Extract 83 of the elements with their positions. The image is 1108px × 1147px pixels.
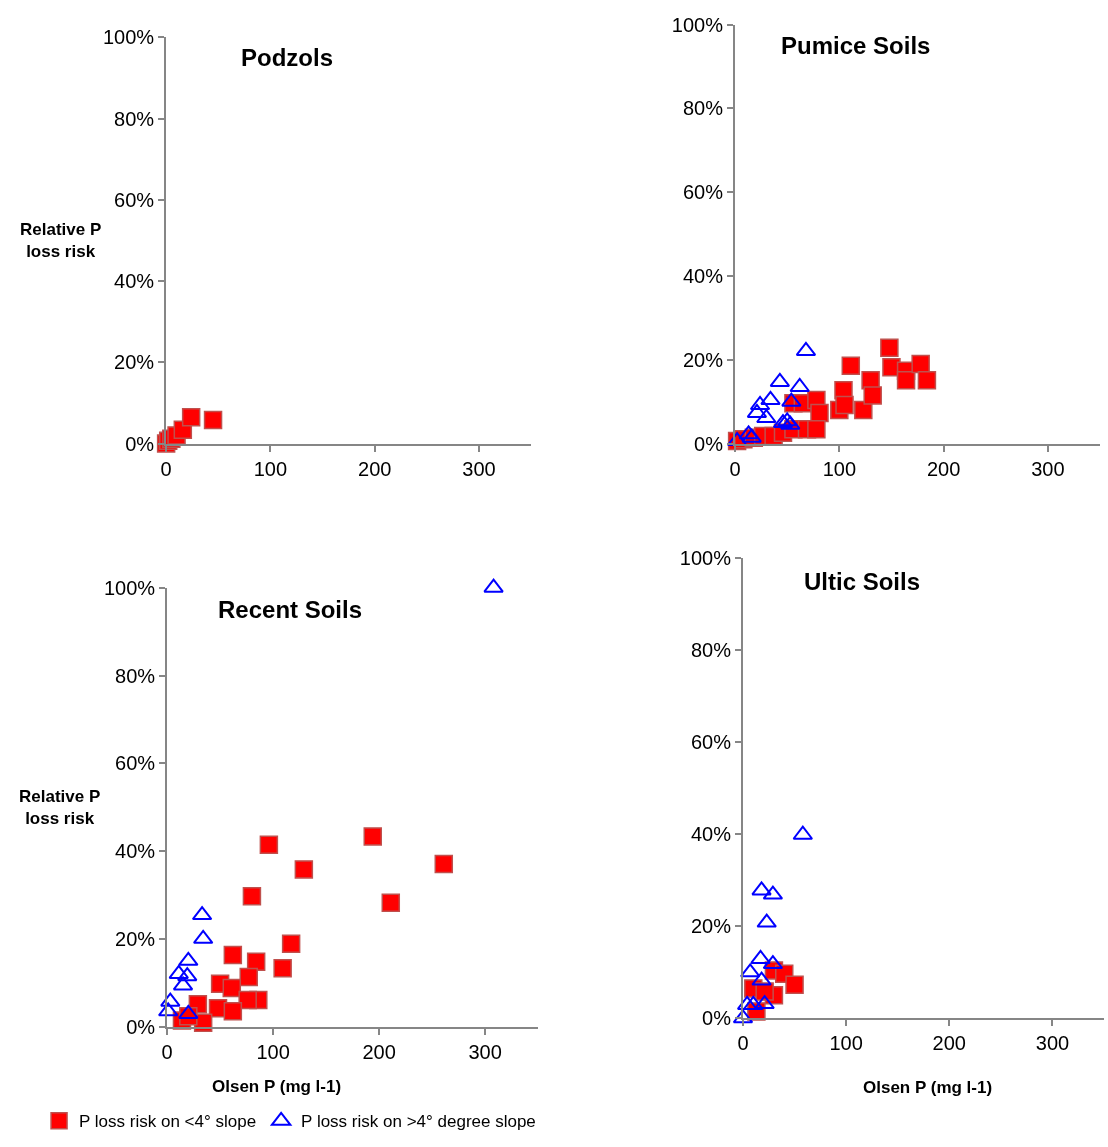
point — [756, 408, 777, 423]
x-tick-label: 100 — [829, 1032, 863, 1055]
point — [781, 392, 802, 407]
y-tick-label: 60% — [114, 188, 155, 211]
point — [222, 978, 242, 998]
point — [483, 578, 504, 593]
x-tick-label: 200 — [362, 1041, 396, 1064]
x-axis-title: Olsen P (mg l-1) — [212, 1077, 342, 1096]
y-tick-label: 40% — [115, 840, 156, 863]
point — [239, 967, 258, 987]
y-tick-label: 40% — [683, 265, 724, 288]
point — [780, 415, 801, 430]
chart-title: Pumice Soils — [781, 32, 931, 59]
point — [160, 992, 181, 1007]
point — [810, 403, 829, 423]
point — [238, 990, 257, 1010]
x-tick-label: 200 — [358, 457, 392, 480]
point — [242, 886, 262, 906]
y-tick-label: 0% — [702, 1007, 732, 1030]
y-tick-label: 100% — [102, 26, 155, 49]
point — [223, 945, 243, 965]
point — [223, 1002, 243, 1021]
chart-title: Recent Soils — [218, 596, 363, 623]
x-tick-label: 200 — [926, 457, 961, 480]
chart-title: Podzols — [241, 44, 334, 71]
x-tick-label: 0 — [729, 457, 741, 480]
point — [917, 371, 937, 390]
x-axis-title: Olsen P (mg l-1) — [863, 1078, 993, 1097]
point — [835, 395, 854, 415]
y-tick-label: 80% — [115, 664, 156, 687]
y-tick-label: 20% — [115, 928, 156, 951]
point — [273, 959, 292, 978]
point — [259, 835, 279, 855]
x-tick-label: 100 — [256, 1041, 290, 1064]
point — [246, 952, 266, 971]
x-tick-label: 300 — [468, 1041, 502, 1064]
point — [203, 410, 223, 430]
point — [896, 371, 916, 390]
y-tick-label: 20% — [683, 348, 724, 371]
y-tick-label: 100% — [103, 576, 156, 599]
y-tick-label: 40% — [690, 823, 732, 846]
point — [863, 386, 882, 405]
y-tick-label: 80% — [683, 97, 724, 120]
y-tick-label: 0% — [694, 432, 724, 455]
point — [177, 967, 198, 982]
point — [363, 827, 382, 846]
y-tick-label: 60% — [683, 181, 724, 204]
point — [807, 420, 826, 439]
legend-label: P loss risk on <4° slope — [79, 1112, 257, 1132]
chart-title: Ultic Soils — [804, 568, 921, 595]
point — [281, 934, 301, 953]
point — [880, 338, 899, 357]
x-tick-label: 300 — [462, 457, 496, 480]
x-tick-label: 300 — [1035, 1032, 1070, 1055]
point — [294, 860, 314, 879]
y-tick-label: 0% — [126, 1016, 156, 1039]
y-tick-label: 80% — [114, 107, 155, 130]
y-tick-label: 100% — [679, 547, 732, 570]
y-tick-label: 60% — [115, 752, 156, 775]
x-tick-label: 100 — [822, 457, 857, 480]
x-tick-label: 300 — [1031, 457, 1065, 480]
y-axis-title: Relative P loss risk — [20, 220, 102, 262]
y-tick-label: 100% — [671, 13, 724, 36]
y-tick-label: 40% — [114, 270, 155, 293]
point — [181, 407, 201, 427]
y-tick-label: 60% — [690, 731, 732, 754]
y-tick-label: 20% — [690, 915, 732, 938]
y-axis-title: Relative P loss risk — [19, 787, 101, 829]
point — [178, 951, 199, 966]
y-tick-label: 80% — [690, 639, 732, 662]
point — [381, 893, 401, 913]
legend-label: P loss risk on >4° degree slope — [301, 1112, 536, 1132]
point — [841, 356, 861, 375]
x-tick-label: 100 — [253, 457, 288, 480]
y-tick-label: 20% — [114, 351, 155, 374]
x-tick-label: 200 — [932, 1032, 966, 1055]
x-tick-label: 0 — [737, 1032, 749, 1055]
point — [911, 354, 930, 374]
x-tick-label: 0 — [160, 457, 172, 480]
y-tick-label: 0% — [125, 432, 155, 455]
point — [178, 1004, 199, 1019]
point — [434, 854, 454, 874]
x-tick-label: 0 — [161, 1041, 173, 1064]
